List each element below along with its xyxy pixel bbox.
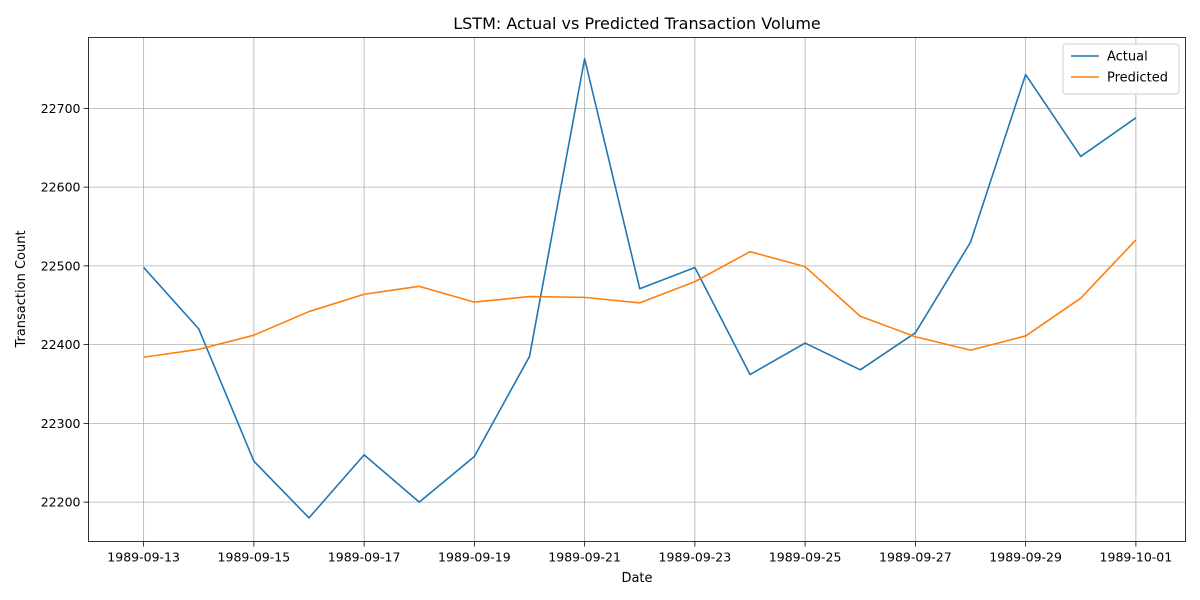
x-tick-label: 1989-09-23: [659, 550, 732, 565]
y-axis: 22200 22300 22400 22500 22600 22700: [41, 101, 89, 510]
series-line-predicted: [143, 239, 1137, 359]
y-tick-label: 22300: [41, 416, 81, 431]
x-tick-label: 1989-09-25: [769, 550, 842, 565]
x-tick-label: 1989-09-13: [107, 550, 180, 565]
y-tick-label: 22700: [41, 101, 81, 116]
y-tick-label: 22600: [41, 180, 81, 195]
x-tick-label: 1989-10-01: [1100, 550, 1173, 565]
x-tick-label: 1989-09-19: [438, 550, 511, 565]
x-axis-label: Date: [621, 571, 652, 586]
x-tick-label: 1989-09-21: [548, 550, 621, 565]
y-tick-label: 22400: [41, 337, 81, 352]
legend-label-predicted: Predicted: [1107, 71, 1168, 86]
chart-title: LSTM: Actual vs Predicted Transaction Vo…: [453, 14, 821, 33]
x-tick-label: 1989-09-27: [879, 550, 952, 565]
legend-label-actual: Actual: [1107, 50, 1148, 65]
plot-frame: [88, 37, 1186, 542]
x-axis: 1989-09-13 1989-09-15 1989-09-17 1989-09-19…: [107, 541, 1173, 565]
x-tick-label: 1989-09-29: [989, 550, 1062, 565]
y-tick-label: 22200: [41, 495, 81, 510]
series-group: [143, 57, 1137, 519]
series-line-actual: [143, 57, 1137, 519]
x-tick-label: 1989-09-17: [328, 550, 401, 565]
y-tick-label: 22500: [41, 258, 81, 273]
x-tick-label: 1989-09-15: [218, 550, 291, 565]
grid: [88, 37, 1186, 542]
legend: Actual Predicted: [1062, 43, 1180, 95]
y-axis-label: Transaction Count: [14, 230, 29, 348]
